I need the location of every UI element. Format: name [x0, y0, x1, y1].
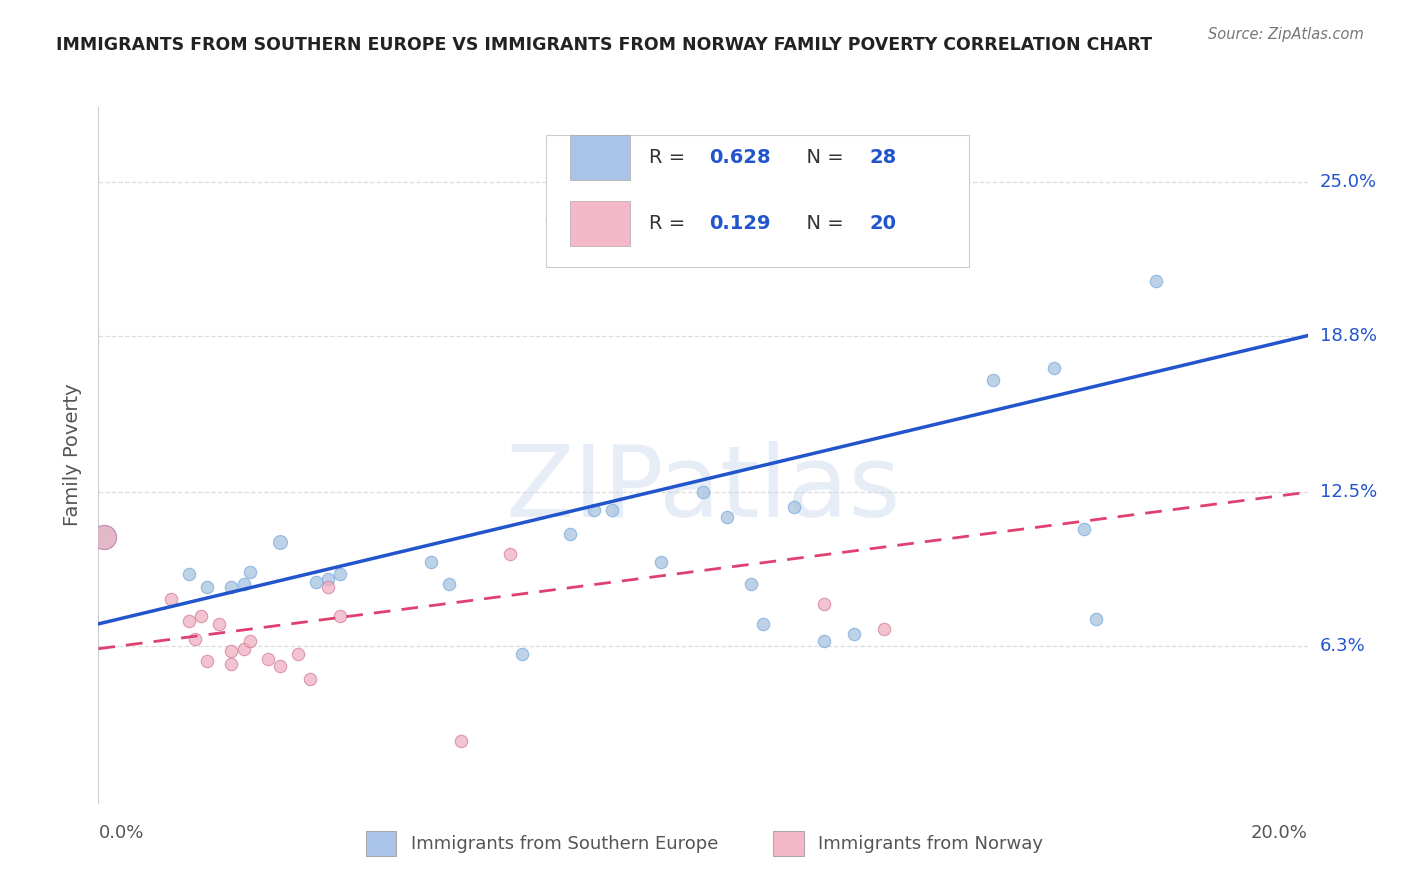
Text: IMMIGRANTS FROM SOUTHERN EUROPE VS IMMIGRANTS FROM NORWAY FAMILY POVERTY CORRELA: IMMIGRANTS FROM SOUTHERN EUROPE VS IMMIG…: [56, 36, 1153, 54]
Point: [93, 530, 115, 544]
Point: [269, 535, 291, 549]
Text: 25.0%: 25.0%: [1320, 172, 1376, 191]
Point: [287, 647, 309, 661]
Point: [419, 555, 441, 569]
Text: Immigrants from Southern Europe: Immigrants from Southern Europe: [411, 835, 718, 853]
Point: [716, 510, 738, 524]
Bar: [569, 201, 630, 246]
Text: 0.0%: 0.0%: [98, 823, 143, 842]
Point: [93, 530, 115, 544]
Text: 18.8%: 18.8%: [1320, 326, 1376, 344]
Point: [981, 373, 1004, 387]
Text: ZIPatlas: ZIPatlas: [505, 442, 901, 538]
Text: R =: R =: [648, 214, 692, 233]
Text: Immigrants from Norway: Immigrants from Norway: [818, 835, 1043, 853]
Point: [329, 567, 352, 582]
Point: [873, 622, 896, 636]
Point: [752, 616, 775, 631]
Text: 20: 20: [870, 214, 897, 233]
Point: [221, 657, 243, 671]
Point: [602, 502, 624, 516]
Point: [190, 609, 212, 624]
Point: [269, 659, 291, 673]
Point: [316, 572, 339, 586]
Point: [177, 615, 201, 629]
Point: [1144, 274, 1167, 288]
Point: [316, 580, 339, 594]
Point: [782, 500, 804, 514]
Point: [232, 641, 254, 656]
Bar: [569, 135, 630, 180]
Point: [239, 565, 262, 579]
Point: [650, 555, 672, 569]
Point: [208, 616, 231, 631]
Point: [813, 597, 835, 611]
Point: [232, 577, 254, 591]
Point: [450, 733, 472, 747]
Point: [221, 580, 243, 594]
Point: [1073, 523, 1095, 537]
Text: 0.129: 0.129: [709, 214, 770, 233]
Point: [195, 654, 218, 668]
Point: [305, 574, 328, 589]
Point: [813, 634, 835, 648]
Text: Source: ZipAtlas.com: Source: ZipAtlas.com: [1208, 27, 1364, 42]
Point: [583, 502, 606, 516]
FancyBboxPatch shape: [546, 135, 969, 267]
Point: [558, 527, 581, 541]
Text: N =: N =: [793, 214, 849, 233]
Point: [184, 632, 207, 646]
Point: [540, 211, 562, 226]
Point: [844, 627, 866, 641]
Point: [195, 580, 218, 594]
Text: 20.0%: 20.0%: [1251, 823, 1308, 842]
Y-axis label: Family Poverty: Family Poverty: [63, 384, 82, 526]
Text: N =: N =: [793, 148, 849, 167]
Text: 28: 28: [870, 148, 897, 167]
Point: [510, 647, 533, 661]
Point: [329, 609, 352, 624]
Text: R =: R =: [648, 148, 692, 167]
Point: [437, 577, 460, 591]
Point: [221, 644, 243, 658]
Point: [1085, 612, 1108, 626]
Text: 12.5%: 12.5%: [1320, 483, 1376, 501]
Point: [1042, 361, 1064, 376]
Point: [498, 547, 520, 561]
Point: [256, 651, 278, 665]
Point: [299, 672, 322, 686]
Point: [177, 567, 201, 582]
Point: [160, 592, 183, 607]
Text: 0.628: 0.628: [709, 148, 770, 167]
Point: [692, 485, 714, 500]
Point: [239, 634, 262, 648]
Point: [740, 577, 762, 591]
Text: 6.3%: 6.3%: [1320, 637, 1365, 656]
